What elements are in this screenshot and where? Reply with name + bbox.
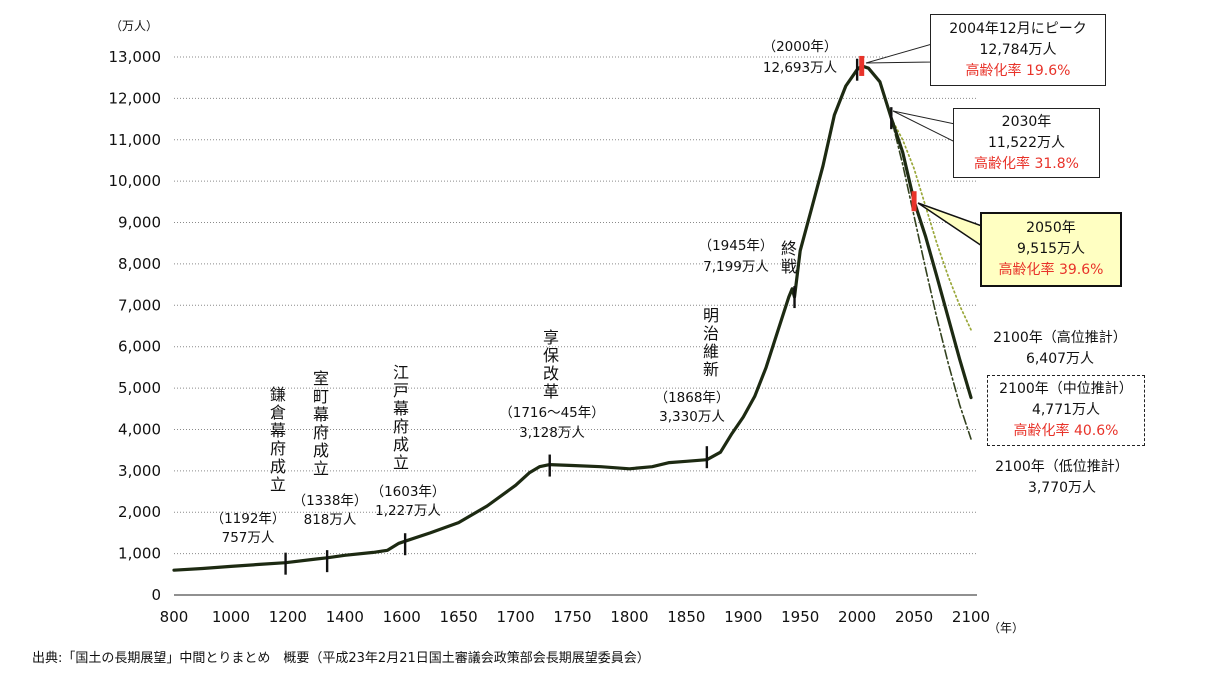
y-tick-label-4000: 4,000 — [118, 420, 161, 438]
callout-box-2050: 2050年 9,515万人 高齢化率 39.6% — [980, 212, 1122, 287]
projection-title: 2100年（中位推計） — [999, 381, 1133, 397]
callout-marker-2004 — [859, 55, 865, 76]
x-tick-label-1400: 1400 — [326, 608, 364, 626]
event-year-label-1192: （1192年） — [210, 511, 286, 527]
y-axis-unit-label: （万人） — [109, 19, 159, 33]
y-tick-label-5000: 5,000 — [118, 379, 161, 397]
projection-label-low: 2100年（低位推計） 3,770万人 — [984, 457, 1140, 499]
series-line-solid — [172, 64, 973, 572]
event-value-label-1945: 7,199万人 — [703, 259, 769, 275]
event-name-muromachi: 室町幕府成立 — [310, 370, 329, 478]
series-lines — [172, 64, 973, 572]
y-tick-label-8000: 8,000 — [118, 255, 161, 273]
x-tick-label-1000: 1000 — [212, 608, 250, 626]
x-tick-label-1200: 1200 — [269, 608, 307, 626]
event-value-label-kyoho: 3,128万人 — [519, 425, 585, 441]
x-tick-label-2100: 2100 — [952, 608, 990, 626]
x-tick-label-1950: 1950 — [781, 608, 819, 626]
event-name-edo: 江戸幕府成立 — [390, 364, 409, 472]
x-tick-label-1800: 1800 — [610, 608, 648, 626]
projection-value: 3,770万人 — [1027, 480, 1097, 496]
series-line-dotted — [890, 117, 972, 331]
projection-label-high: 2100年（高位推計） 6,407万人 — [982, 328, 1138, 370]
x-tick-label-1700: 1700 — [496, 608, 534, 626]
projection-value: 6,407万人 — [1025, 351, 1095, 367]
callout-title: 2030年 — [1001, 113, 1052, 130]
y-tick-label-1000: 1,000 — [118, 545, 161, 563]
event-value-label-1868: 3,330万人 — [659, 409, 725, 425]
y-tick-label-10000: 10,000 — [109, 172, 162, 190]
y-tick-label-2000: 2,000 — [118, 503, 161, 521]
event-name-kyoho: 享保改革 — [540, 329, 559, 401]
x-tick-label-1750: 1750 — [553, 608, 591, 626]
callout-value: 9,515万人 — [1016, 241, 1086, 257]
y-tick-label-6000: 6,000 — [118, 338, 161, 356]
y-tick-label-13000: 13,000 — [109, 48, 162, 66]
y-tick-label-12000: 12,000 — [109, 89, 162, 107]
event-year-label-kyoho: （1716～45年） — [499, 405, 605, 421]
event-value-label-2000: 12,693万人 — [762, 60, 838, 76]
source-note: 出典:「国土の長期展望」中間とりまとめ 概要（平成23年2月21日国土審議会政策… — [32, 651, 650, 666]
x-tick-label-1650: 1650 — [440, 608, 478, 626]
callout-aging-rate: 高齢化率 31.8% — [974, 155, 1079, 172]
event-year-label-1868: （1868年） — [654, 390, 730, 406]
projection-title: 2100年（低位推計） — [995, 459, 1129, 475]
x-tick-label-1900: 1900 — [724, 608, 762, 626]
series-line-dash-dot — [890, 117, 972, 440]
event-name-kamakura: 鎌倉幕府成立 — [267, 386, 286, 494]
projection-box-medium: 2100年（中位推計） 4,771万人 高齢化率 40.6% — [987, 375, 1145, 446]
callout-value: 11,522万人 — [988, 134, 1065, 151]
callout-aging-rate: 高齢化率 39.6% — [998, 262, 1104, 278]
callout-box-2004-peak: 2004年12月にピーク 12,784万人 高齢化率 19.6% — [930, 14, 1106, 86]
callout-box-2030: 2030年 11,522万人 高齢化率 31.8% — [953, 108, 1100, 178]
callout-title: 2004年12月にピーク — [949, 20, 1087, 37]
axis-tick-labels: 0 1,000 2,000 3,000 4,000 5,000 6,000 7,000 8,00… — [109, 48, 991, 626]
y-tick-label-3000: 3,000 — [118, 462, 161, 480]
event-markers — [284, 55, 917, 575]
event-year-label-1338: （1338年） — [292, 493, 368, 509]
projection-title: 2100年（高位推計） — [993, 330, 1127, 346]
x-tick-label-2050: 2050 — [895, 608, 933, 626]
callout-aging-rate: 高齢化率 19.6% — [965, 62, 1071, 79]
callout-marker-2050 — [911, 191, 917, 212]
callout-pointer-2004 — [865, 43, 933, 64]
event-value-label-1338: 818万人 — [303, 512, 357, 528]
event-value-label-1192: 757万人 — [221, 530, 275, 546]
event-year-label-1603: （1603年） — [370, 484, 446, 500]
projection-aging-rate: 高齢化率 40.6% — [1013, 423, 1119, 439]
callout-pointers — [865, 43, 983, 248]
x-tick-label-800: 800 — [160, 608, 189, 626]
x-tick-label-1850: 1850 — [667, 608, 705, 626]
event-name-meiji: 明治維新 — [700, 307, 719, 379]
y-tick-label-7000: 7,000 — [118, 296, 161, 314]
y-tick-label-0: 0 — [151, 586, 161, 604]
projection-value: 4,771万人 — [1031, 402, 1101, 418]
callout-value: 12,784万人 — [979, 41, 1057, 58]
x-tick-label-1600: 1600 — [383, 608, 421, 626]
x-tick-label-2000: 2000 — [838, 608, 876, 626]
y-tick-label-9000: 9,000 — [118, 214, 161, 232]
event-year-label-2000: （2000年） — [762, 39, 838, 55]
y-tick-label-11000: 11,000 — [109, 131, 162, 149]
callout-title: 2050年 — [1026, 220, 1076, 236]
event-year-label-1945: （1945年） — [698, 238, 774, 254]
callout-pointer-2030 — [892, 110, 956, 143]
event-value-label-1603: 1,227万人 — [375, 503, 441, 519]
x-axis-unit-label: （年） — [987, 621, 1025, 635]
event-name-war-end: 終戦 — [778, 240, 797, 276]
gridlines — [174, 56, 977, 596]
